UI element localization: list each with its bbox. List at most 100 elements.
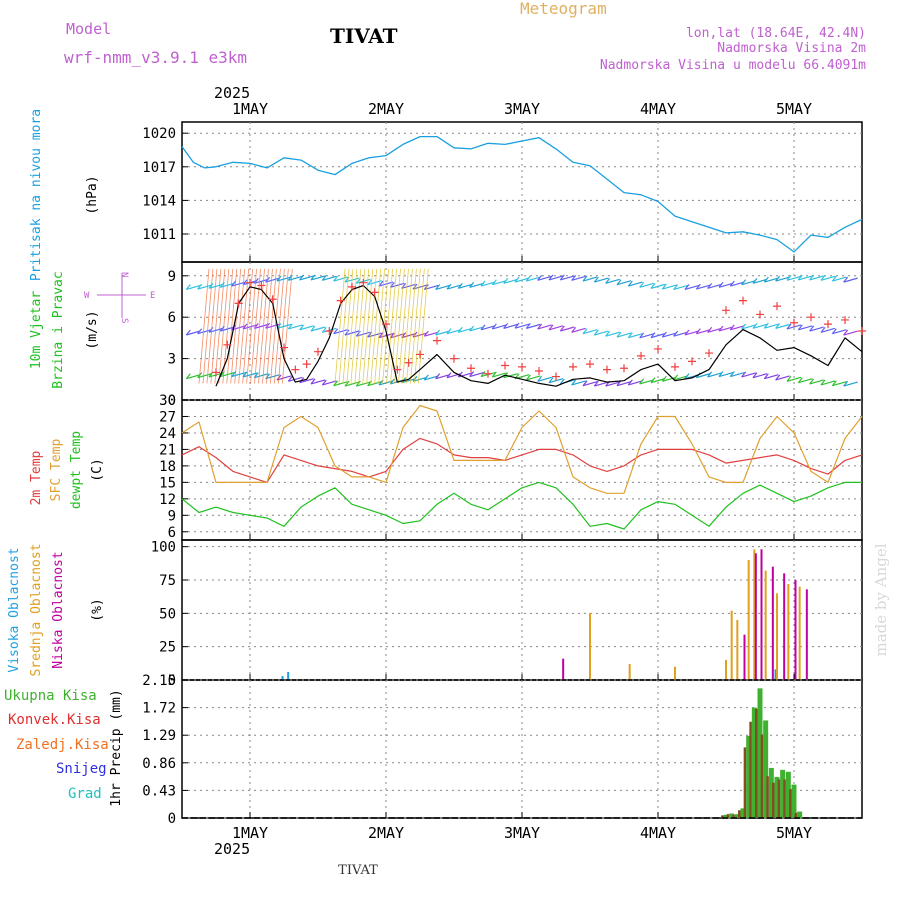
- wind-gust-marker: [234, 299, 243, 308]
- wind-arrow-head: [310, 378, 316, 385]
- wind-arrow-head: [820, 274, 826, 281]
- wind-arrow-head: [185, 329, 191, 336]
- wind-title-1: 10m Vjetar: [29, 291, 44, 369]
- bottom-year-label: 2025: [214, 840, 250, 858]
- wind-arrow: [412, 376, 428, 382]
- wind-ylabel: (m/s): [85, 310, 100, 349]
- precip-panel: 0 0.43 0.86 1.29 1.72 2.15: [142, 673, 863, 827]
- cloud-bar-mid: [787, 584, 790, 680]
- wind-arrow-head: [208, 282, 214, 289]
- precip-bar-conv: [783, 779, 786, 818]
- top-day-label: 4MAY: [640, 100, 676, 118]
- wind-arrow: [730, 371, 745, 378]
- wind-compass: W E N S: [84, 272, 155, 323]
- wind-arrow-head: [786, 323, 792, 330]
- wind-arrow: [458, 327, 473, 333]
- wind-arrow: [571, 327, 586, 333]
- wind-arrow-head: [673, 330, 679, 337]
- wind-arrow: [526, 323, 541, 329]
- wind-arrow: [424, 331, 439, 337]
- wind-arrow: [186, 330, 201, 336]
- precip-bar-total: [740, 808, 746, 818]
- wind-gust-hatch: [277, 268, 289, 384]
- wind-arrow: [741, 324, 756, 330]
- precip-legend-total: Ukupna Kisa: [4, 688, 97, 704]
- wind-arrow-head: [786, 375, 792, 382]
- cloud-bar-low: [794, 580, 797, 680]
- cloud-bar-mid: [730, 610, 733, 680]
- y-tick-label: 30: [159, 393, 176, 409]
- wind-arrow-head: [684, 329, 690, 336]
- wind-arrow-head: [197, 283, 203, 290]
- wind-arrow: [843, 330, 858, 336]
- wind-arrow: [333, 276, 348, 282]
- wind-arrow-head: [525, 322, 531, 329]
- credit-watermark: made by Angel: [872, 543, 890, 656]
- wind-gust-marker: [586, 360, 594, 369]
- wind-arrow: [401, 378, 416, 384]
- wind-arrow-head: [559, 325, 565, 332]
- compass-e: E: [150, 291, 155, 301]
- wind-arrow: [639, 333, 654, 339]
- wind-arrow-head: [639, 281, 645, 288]
- wind-arrow: [469, 371, 484, 378]
- wind-arrow-head: [457, 282, 463, 289]
- wind-arrow-head: [287, 375, 293, 382]
- wind-arrow: [696, 329, 711, 335]
- wind-arrow-head: [287, 323, 293, 330]
- wind-arrow-head: [548, 324, 554, 331]
- y-tick-label: 50: [159, 606, 176, 622]
- wind-gust-hatch: [254, 268, 265, 384]
- wind-arrow: [662, 284, 677, 290]
- wind-gust-hatch: [270, 268, 281, 384]
- wind-arrow-head: [809, 325, 815, 332]
- y-tick-label: 9: [168, 508, 176, 524]
- wind-gust-marker: [302, 360, 311, 369]
- temp-ylabel: (C): [90, 458, 105, 481]
- pressure-line: [181, 135, 863, 253]
- wind-arrow: [480, 325, 496, 331]
- wind-arrow: [707, 372, 722, 378]
- wind-arrow: [605, 381, 620, 387]
- wind-arrow-head: [548, 377, 554, 384]
- wind-arrow-head: [344, 380, 350, 387]
- wind-arrow: [480, 281, 496, 287]
- wind-arrow: [820, 275, 836, 281]
- wind-gust-marker: [433, 336, 441, 345]
- wind-arrow-head: [729, 324, 735, 331]
- wind-arrow-head: [310, 325, 316, 332]
- y-tick-label: 18: [159, 459, 176, 475]
- wind-arrow: [752, 278, 768, 284]
- precip-bar-conv: [772, 782, 775, 818]
- wind-arrow-head: [253, 322, 259, 329]
- wind-arrow-head: [707, 371, 713, 378]
- wind-arrow: [684, 330, 700, 336]
- cloud-bar-mid: [628, 664, 631, 680]
- meteogram-title: Meteogram: [520, 0, 607, 18]
- wind-gust-marker: [382, 320, 390, 329]
- precip-bar-conv: [721, 815, 724, 818]
- wind-gust-hatch: [350, 268, 362, 384]
- wind-arrow: [628, 333, 643, 339]
- wind-arrow-head: [582, 380, 588, 387]
- wind-arrow: [503, 278, 518, 284]
- bottom-day-label: 2MAY: [368, 824, 404, 842]
- wind-arrow: [322, 275, 337, 281]
- wind-arrow-head: [208, 326, 214, 333]
- cloud-bar-low: [805, 589, 808, 680]
- wind-arrow-head: [741, 323, 747, 330]
- precip-bar-total: [797, 811, 803, 818]
- wind-gust-hatch: [366, 268, 378, 384]
- cloud-bar-high: [774, 669, 777, 680]
- wind-arrow: [401, 283, 416, 289]
- wind-arrow-head: [752, 372, 758, 379]
- wind-arrow: [628, 380, 643, 386]
- wind-arrow: [288, 376, 303, 382]
- wind-arrow-head: [707, 282, 713, 289]
- precip-bar-total: [746, 735, 752, 818]
- cloud-bar-high: [281, 676, 284, 680]
- y-tick-label: 27: [159, 409, 176, 425]
- wind-gust-hatch: [334, 268, 346, 384]
- wind-arrow: [333, 329, 348, 335]
- wind-gust-marker: [790, 318, 798, 327]
